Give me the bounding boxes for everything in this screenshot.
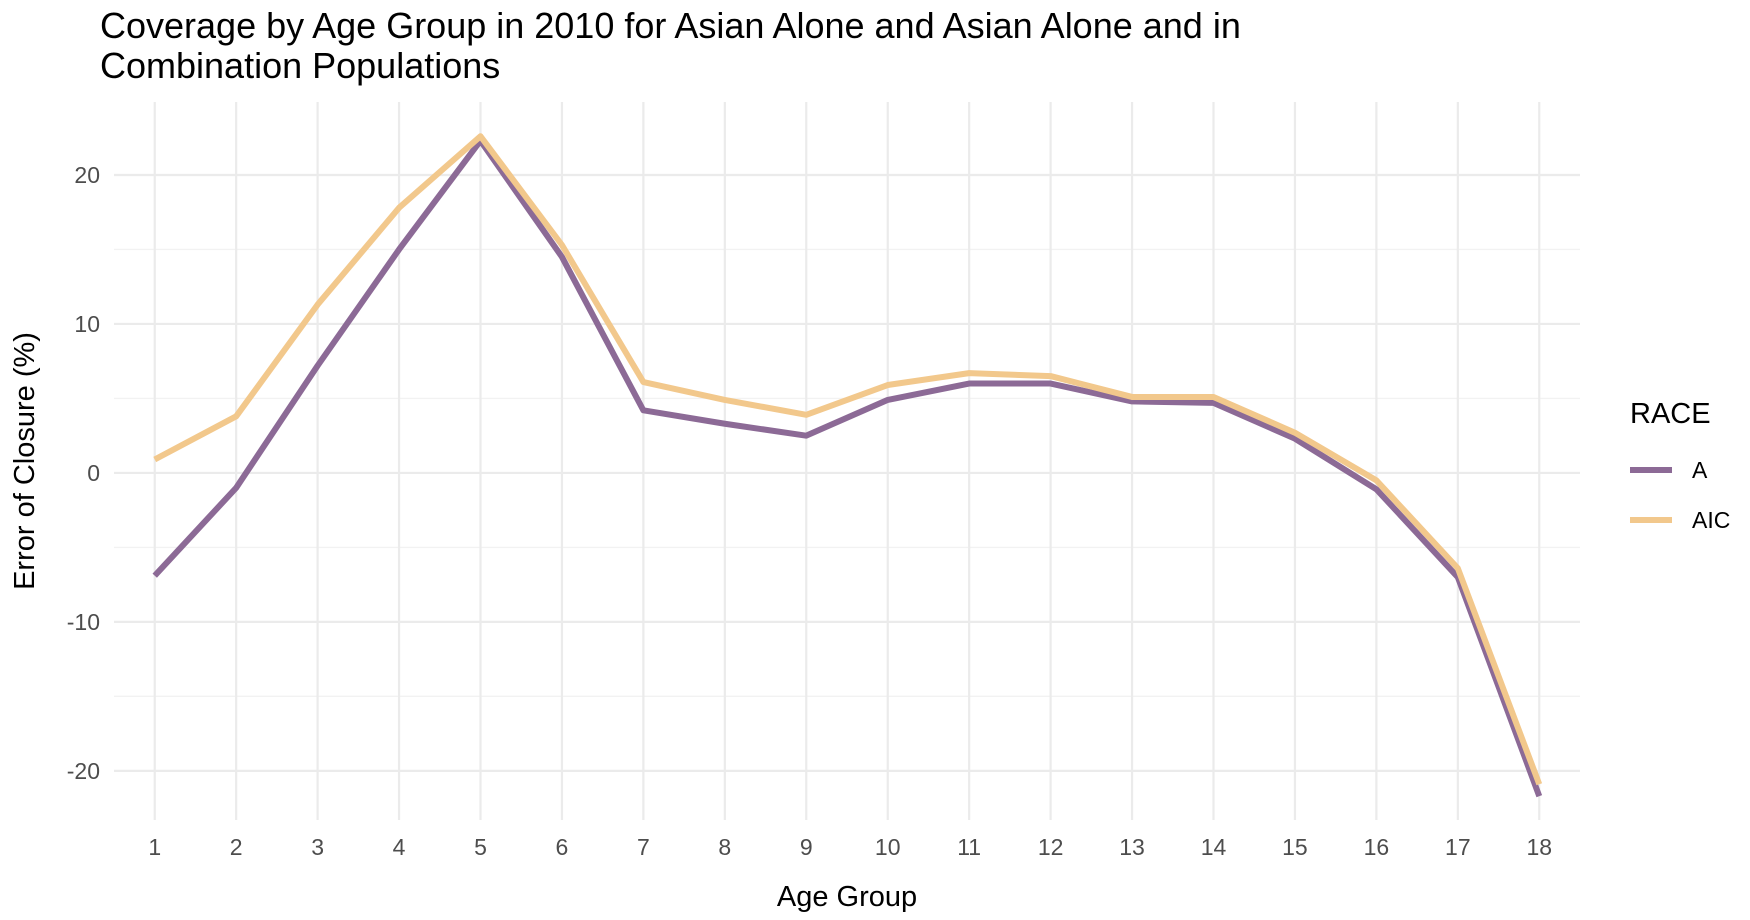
x-tick-label: 16 — [1364, 834, 1390, 860]
y-tick-label: -20 — [67, 758, 100, 784]
chart-title-line: Combination Populations — [100, 45, 500, 86]
y-tick-label: 20 — [74, 162, 100, 188]
series-line-aic — [153, 133, 1543, 786]
x-tick-label: 3 — [311, 834, 324, 860]
plot-area — [152, 133, 1543, 798]
y-tick-label: 10 — [74, 311, 100, 337]
y-tick-label: -10 — [67, 609, 100, 635]
legend-label-a: A — [1692, 457, 1708, 483]
x-tick-label: 7 — [637, 834, 650, 860]
x-tick-label: 4 — [393, 834, 406, 860]
x-tick-label: 13 — [1119, 834, 1145, 860]
x-tick-label: 14 — [1201, 834, 1227, 860]
x-tick-label: 9 — [800, 834, 813, 860]
legend-title: RACE — [1630, 398, 1711, 430]
grid — [114, 102, 1580, 820]
x-tick-label: 1 — [148, 834, 161, 860]
x-tick-label: 11 — [957, 834, 981, 860]
legend: RACE A AIC — [1630, 398, 1730, 533]
x-axis-title: Age Group — [777, 881, 917, 913]
y-axis-ticks: 20 10 0 -10 -20 — [67, 162, 100, 784]
x-tick-label: 18 — [1526, 834, 1552, 860]
x-tick-label: 17 — [1445, 834, 1471, 860]
x-tick-label: 2 — [230, 834, 243, 860]
chart-title: Coverage by Age Group in 2010 for Asian … — [100, 5, 1241, 86]
y-axis-title: Error of Closure (%) — [9, 332, 41, 590]
x-tick-label: 8 — [718, 834, 731, 860]
x-tick-label: 6 — [556, 834, 569, 860]
legend-label-aic: AIC — [1692, 507, 1730, 533]
y-tick-label: 0 — [87, 460, 100, 486]
x-axis-ticks: 1 2 3 4 5 6 7 8 9 10 11 12 13 14 15 16 17 18 — [148, 834, 1552, 860]
x-tick-label: 10 — [875, 834, 901, 860]
x-tick-label: 12 — [1038, 834, 1064, 860]
series-line-a — [152, 137, 1543, 798]
chart-title-line: Coverage by Age Group in 2010 for Asian … — [100, 5, 1241, 46]
x-tick-label: 15 — [1282, 834, 1308, 860]
x-tick-label: 5 — [474, 834, 487, 860]
